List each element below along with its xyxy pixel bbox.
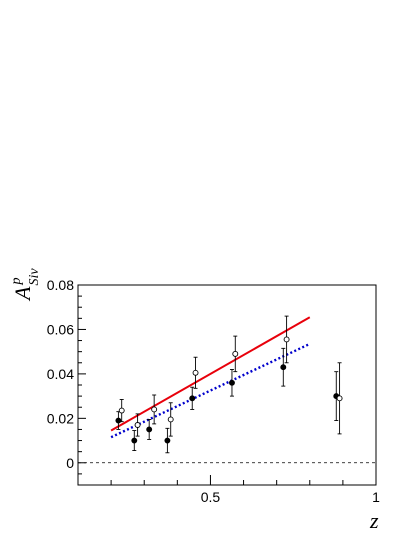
solid-curve	[110, 316, 311, 432]
plot-area	[78, 315, 376, 464]
plot-frame	[77, 284, 377, 486]
open-data-point	[336, 395, 343, 402]
open-data-point	[151, 406, 158, 413]
x-axis-title: z	[369, 508, 379, 533]
filled-data-point	[189, 395, 196, 402]
filled-data-point	[164, 437, 171, 444]
y-tick-label: 0.06	[47, 321, 74, 337]
dotted-curve	[110, 342, 311, 439]
open-data-point	[134, 422, 141, 428]
open-data-point	[167, 416, 174, 423]
y-axis-title-superscript: p	[9, 278, 24, 286]
y-axis-title-main: A	[10, 286, 35, 302]
open-data-point	[232, 350, 239, 357]
y-tick-label: 0.08	[47, 277, 74, 293]
filled-data-point	[280, 364, 287, 371]
filled-data-point	[115, 417, 122, 424]
y-tick-label: 0	[66, 455, 74, 471]
x-tick-label: 1	[372, 489, 380, 505]
open-data-point	[118, 407, 125, 414]
y-axis-title: Ap Siv	[9, 268, 42, 302]
filled-data-point	[131, 437, 138, 444]
y-tick-label: 0.04	[47, 366, 74, 382]
open-data-point	[192, 369, 199, 376]
filled-data-point	[146, 426, 153, 433]
filled-data-point	[229, 379, 235, 386]
open-data-point	[283, 336, 290, 343]
axes: 0 0.02 0.04 0.06 0.08 0.5 1	[47, 277, 380, 505]
x-tick-label: 0.5	[201, 489, 221, 505]
y-axis-title-subscript: Siv	[27, 268, 42, 286]
y-tick-label: 0.02	[47, 410, 74, 426]
